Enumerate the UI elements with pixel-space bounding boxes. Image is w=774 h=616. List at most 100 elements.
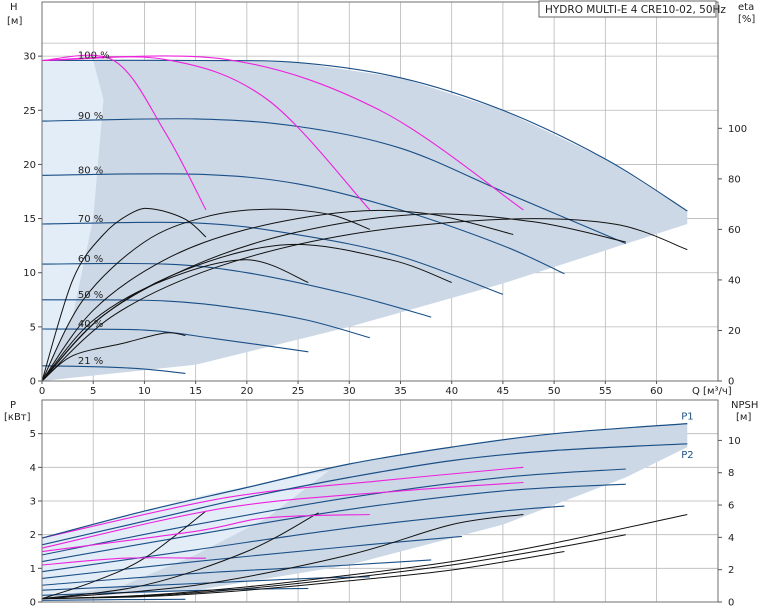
power-y-right-tick-label: 0	[728, 598, 734, 609]
speed-label: 50 %	[78, 290, 103, 301]
x-tick-label: 40	[445, 386, 458, 397]
power-npsh-curve	[41, 551, 565, 600]
power-y-tick-label: 5	[30, 429, 36, 440]
speed-label: 40 %	[78, 319, 103, 330]
x-tick-label: 15	[189, 386, 202, 397]
x-tick-label: 60	[650, 386, 663, 397]
eta-axis-label: eta	[738, 2, 754, 13]
head-y-tick-label: 15	[23, 214, 36, 225]
power-y-right-tick-label: 6	[728, 501, 734, 512]
power-y-right-tick-label: 10	[728, 436, 741, 447]
eta-axis-label-unit: [%]	[738, 14, 755, 25]
power-speed-curve	[41, 468, 626, 556]
x-tick-label: 35	[394, 386, 407, 397]
speed-label: 90 %	[78, 111, 103, 122]
power-y-tick-label: 1	[30, 564, 36, 575]
head-efficiency-curve	[41, 207, 207, 382]
power-npsh-curve	[41, 512, 319, 600]
power-npsh-curve	[41, 510, 207, 600]
power-speed-curve	[41, 576, 370, 591]
head-y-right-tick-label: 20	[728, 326, 741, 337]
power-y-right-tick-label: 4	[728, 533, 734, 544]
power-y-right-tick-label: 8	[728, 468, 734, 479]
x-tick-label: 20	[240, 386, 253, 397]
head-efficiency-curve	[41, 218, 688, 382]
power-panel: P1 P2 0 1 2 3 4 5 0 2 4 6 8 10	[30, 399, 741, 609]
head-y-tick-label: 25	[23, 106, 36, 117]
head-y-tick-label: 0	[30, 377, 36, 388]
flow-axis-label: Q [м³/ч]	[692, 386, 732, 397]
npsh-axis-label-unit: [м]	[736, 412, 751, 423]
power-speed-curve	[41, 535, 462, 579]
head-y-right-tick-label: 100	[728, 124, 747, 135]
power-y-tick-label: 2	[30, 530, 36, 541]
speed-label: 100 %	[78, 50, 110, 61]
x-tick-label: 0	[39, 386, 45, 397]
x-tick-label: 5	[90, 386, 96, 397]
x-tick-label: 25	[292, 386, 305, 397]
head-system-curve	[41, 54, 207, 211]
head-envelope-highlight	[42, 60, 104, 381]
head-system-curve	[41, 55, 524, 211]
power-axis-label-p: P	[10, 400, 16, 411]
power-npsh-curve	[41, 534, 626, 600]
head-operating-envelope	[42, 59, 688, 382]
power-y-tick-label: 4	[30, 463, 36, 474]
power-speed-curve	[41, 483, 626, 563]
title-box	[538, 0, 717, 18]
chart-title: HYDRO MULTI-E 4 CRE10-02, 50Hz	[545, 4, 726, 16]
speed-label: 21 %	[78, 356, 103, 367]
power-envelope-highlight	[42, 470, 329, 599]
power-y-right-tick-label: 2	[728, 565, 734, 576]
power-series-p1-label: P1	[681, 412, 693, 423]
head-y-right-tick-label: 0	[728, 377, 734, 388]
power-system-curve	[41, 466, 524, 539]
head-efficiency-curve	[41, 332, 186, 382]
head-y-right-tick-label: 80	[728, 174, 741, 185]
power-speed-curve	[41, 505, 565, 573]
head-plot-frame	[41, 1, 719, 382]
power-speed-curve	[41, 598, 186, 601]
head-y-tick-label: 20	[23, 160, 36, 171]
head-y-tick-label: 30	[23, 52, 36, 63]
power-system-curve	[41, 481, 524, 549]
head-efficiency-curve	[41, 259, 309, 382]
x-tick-label: 50	[548, 386, 561, 397]
head-speed-curve	[41, 173, 565, 275]
speed-label: 80 %	[78, 165, 103, 176]
head-system-curve	[41, 56, 371, 211]
head-speed-curve	[41, 365, 186, 374]
x-tick-label: 55	[599, 386, 612, 397]
npsh-axis-label: NPSH	[731, 400, 758, 411]
head-speed-curve	[41, 118, 627, 245]
power-y-tick-label: 3	[30, 497, 36, 508]
head-y-tick-label: 10	[23, 268, 36, 279]
head-axis-label-h: H	[10, 2, 18, 13]
x-tick-label: 45	[497, 386, 510, 397]
head-y-right-tick-label: 40	[728, 275, 741, 286]
head-speed-curve	[41, 221, 504, 295]
power-speed-curve	[41, 559, 432, 586]
power-y-tick-label: 0	[30, 598, 36, 609]
head-efficiency-curve	[41, 243, 452, 382]
x-tick-label: 30	[343, 386, 356, 397]
power-system-curve	[41, 557, 206, 566]
power-axis-label-p-unit: [кВт]	[4, 412, 31, 423]
head-y-right-tick-label: 60	[728, 225, 741, 236]
speed-label: 60 %	[78, 254, 103, 265]
power-system-curve	[41, 513, 370, 553]
power-npsh-curve	[41, 514, 524, 600]
head-y-tick-label: 5	[30, 322, 36, 333]
x-tick-label: 10	[138, 386, 151, 397]
power-series-p1-line	[41, 423, 688, 539]
head-speed-curve	[41, 299, 370, 339]
head-speed-curve	[41, 59, 688, 212]
power-series-p2-line	[41, 443, 688, 546]
power-operating-envelope	[42, 423, 688, 599]
power-series-p2-label: P2	[681, 450, 693, 461]
power-npsh-curve	[41, 514, 688, 600]
speed-label: 70 %	[78, 214, 103, 225]
head-axis-label-h-unit: [м]	[7, 16, 22, 27]
